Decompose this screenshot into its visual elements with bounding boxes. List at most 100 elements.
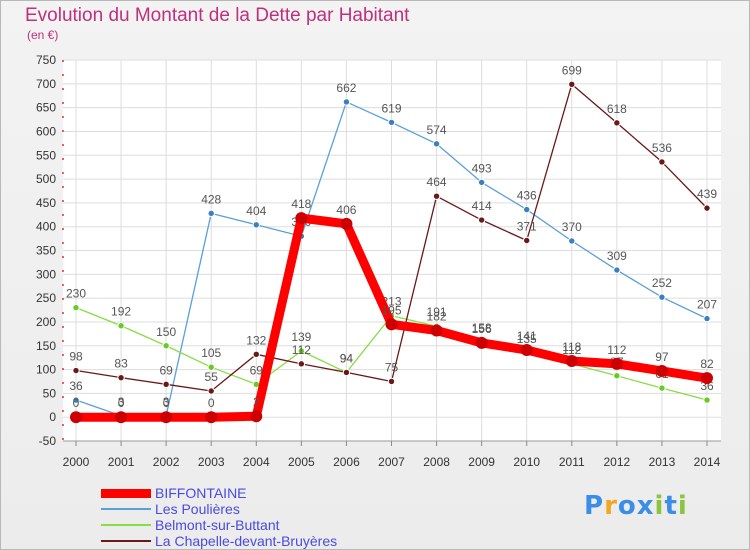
data-label: 464: [427, 175, 447, 189]
y-tick-label: 450: [36, 196, 56, 210]
data-point: [565, 354, 578, 367]
x-tick-label: 2004: [243, 455, 270, 469]
data-point: [658, 158, 666, 166]
x-tick-label: 2009: [468, 455, 495, 469]
data-point: [72, 366, 80, 375]
data-point: [432, 192, 441, 200]
x-tick-label: 2013: [649, 455, 676, 469]
data-label: 574: [427, 123, 447, 137]
logo-letter: o: [617, 491, 637, 521]
data-point: [703, 314, 711, 323]
data-label: 662: [336, 81, 356, 95]
x-tick-label: 2006: [333, 455, 360, 469]
data-label: 83: [114, 357, 128, 371]
logo-letter: P: [584, 491, 605, 521]
data-point: [658, 384, 666, 392]
data-point: [115, 411, 128, 424]
legend-swatch: [101, 540, 151, 542]
data-point: [477, 178, 486, 187]
data-label: 132: [246, 333, 266, 347]
legend-label: Les Poulières: [155, 501, 240, 517]
data-point: [70, 411, 82, 424]
data-point: [613, 372, 621, 380]
data-point: [387, 377, 396, 386]
data-label: 404: [246, 204, 266, 218]
logo-letter: i: [677, 491, 688, 521]
data-point: [252, 221, 260, 229]
data-point: [701, 372, 713, 385]
x-tick-label: 2014: [694, 455, 721, 469]
data-label: 2: [253, 395, 260, 409]
data-label: 97: [655, 350, 669, 364]
data-point: [207, 387, 215, 395]
data-point: [295, 212, 308, 225]
y-tick-label: 700: [36, 77, 56, 91]
y-tick-label: 250: [36, 291, 56, 305]
x-tick-label: 2005: [288, 455, 315, 469]
data-label: 418: [291, 197, 311, 211]
data-point: [162, 342, 170, 350]
data-point: [610, 357, 623, 370]
data-label: 699: [562, 63, 582, 77]
data-point: [703, 396, 711, 404]
logo-letter: x: [636, 491, 655, 521]
legend-label: BIFFONTAINE: [155, 485, 247, 501]
data-point: [205, 411, 218, 424]
y-tick-label: 600: [36, 124, 56, 138]
data-label: 230: [66, 287, 86, 301]
y-tick-label: 650: [36, 101, 56, 115]
data-point: [523, 236, 531, 245]
logo-letter: r: [604, 491, 618, 521]
data-label: 69: [159, 363, 173, 377]
data-label: 207: [697, 298, 717, 312]
data-point: [160, 411, 173, 424]
data-label: 55: [205, 370, 219, 384]
data-label: 118: [562, 340, 581, 354]
data-label: 94: [340, 351, 354, 365]
logo-letter: t: [664, 491, 678, 521]
data-label: 493: [472, 161, 492, 175]
data-label: 195: [381, 303, 401, 317]
data-label: 414: [472, 199, 492, 213]
data-label: 439: [697, 187, 717, 201]
data-point: [252, 350, 260, 359]
data-point: [297, 347, 306, 355]
data-label: 371: [517, 219, 537, 233]
legend-label: La Chapelle-devant-Bruyères: [155, 533, 338, 549]
data-label: 112: [292, 343, 311, 357]
data-label: 105: [201, 346, 221, 360]
data-point: [523, 205, 531, 214]
data-label: 135: [517, 332, 537, 346]
data-point: [250, 410, 263, 423]
data-point: [655, 364, 668, 377]
data-point: [613, 266, 621, 274]
legend-swatch: [101, 524, 151, 526]
data-label: 139: [291, 330, 311, 344]
data-point: [342, 368, 351, 377]
data-label: 98: [69, 350, 83, 364]
y-tick-label: 750: [36, 53, 56, 67]
data-point: [297, 360, 306, 368]
x-tick-label: 2007: [378, 455, 405, 469]
y-tick-label: 550: [36, 148, 56, 162]
data-point: [613, 119, 621, 127]
data-label: 0: [118, 396, 125, 410]
data-label: 158: [472, 321, 492, 335]
data-label: 75: [385, 360, 399, 374]
y-tick-label: 0: [49, 410, 56, 424]
y-tick-label: 300: [36, 267, 56, 281]
data-label: 141: [517, 329, 537, 343]
data-label: 150: [156, 325, 176, 339]
data-point: [117, 373, 125, 382]
y-tick-label: 400: [36, 220, 56, 234]
y-tick-label: 50: [43, 386, 57, 400]
data-label: 252: [652, 276, 672, 290]
data-point: [207, 209, 215, 218]
series-les-pouli-res: 3633428404380662619574493436370309252207: [69, 81, 717, 420]
data-point: [568, 80, 576, 88]
data-label: 191: [427, 305, 447, 319]
data-point: [117, 322, 125, 330]
data-point: [432, 140, 441, 148]
